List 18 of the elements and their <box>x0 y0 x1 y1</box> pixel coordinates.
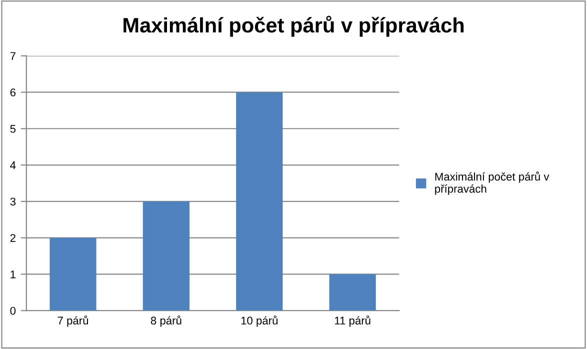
x-tick-label: 8 párů <box>150 315 182 327</box>
x-tick-label: 11 párů <box>334 315 370 327</box>
x-tick-label: 7 párů <box>58 315 88 327</box>
chart-title: Maximální počet párů v přípravách <box>124 16 464 37</box>
y-tick-label: 4 <box>10 161 16 170</box>
y-tick-label: 5 <box>10 125 16 133</box>
y-tick-label: 1 <box>10 270 16 278</box>
y-tick-label: 0 <box>10 306 16 315</box>
x-tick-label: 10 párů <box>241 315 278 327</box>
bar <box>142 201 190 311</box>
y-tick-label: 6 <box>10 88 16 96</box>
bar <box>50 238 96 311</box>
y-tick-label: 3 <box>10 198 16 206</box>
bar <box>236 92 283 311</box>
y-tick-label: 2 <box>10 234 16 242</box>
legend-label: Maximální počet párů v přípravách <box>435 172 550 195</box>
y-tick-label: 7 <box>10 52 16 60</box>
bar <box>329 274 376 311</box>
